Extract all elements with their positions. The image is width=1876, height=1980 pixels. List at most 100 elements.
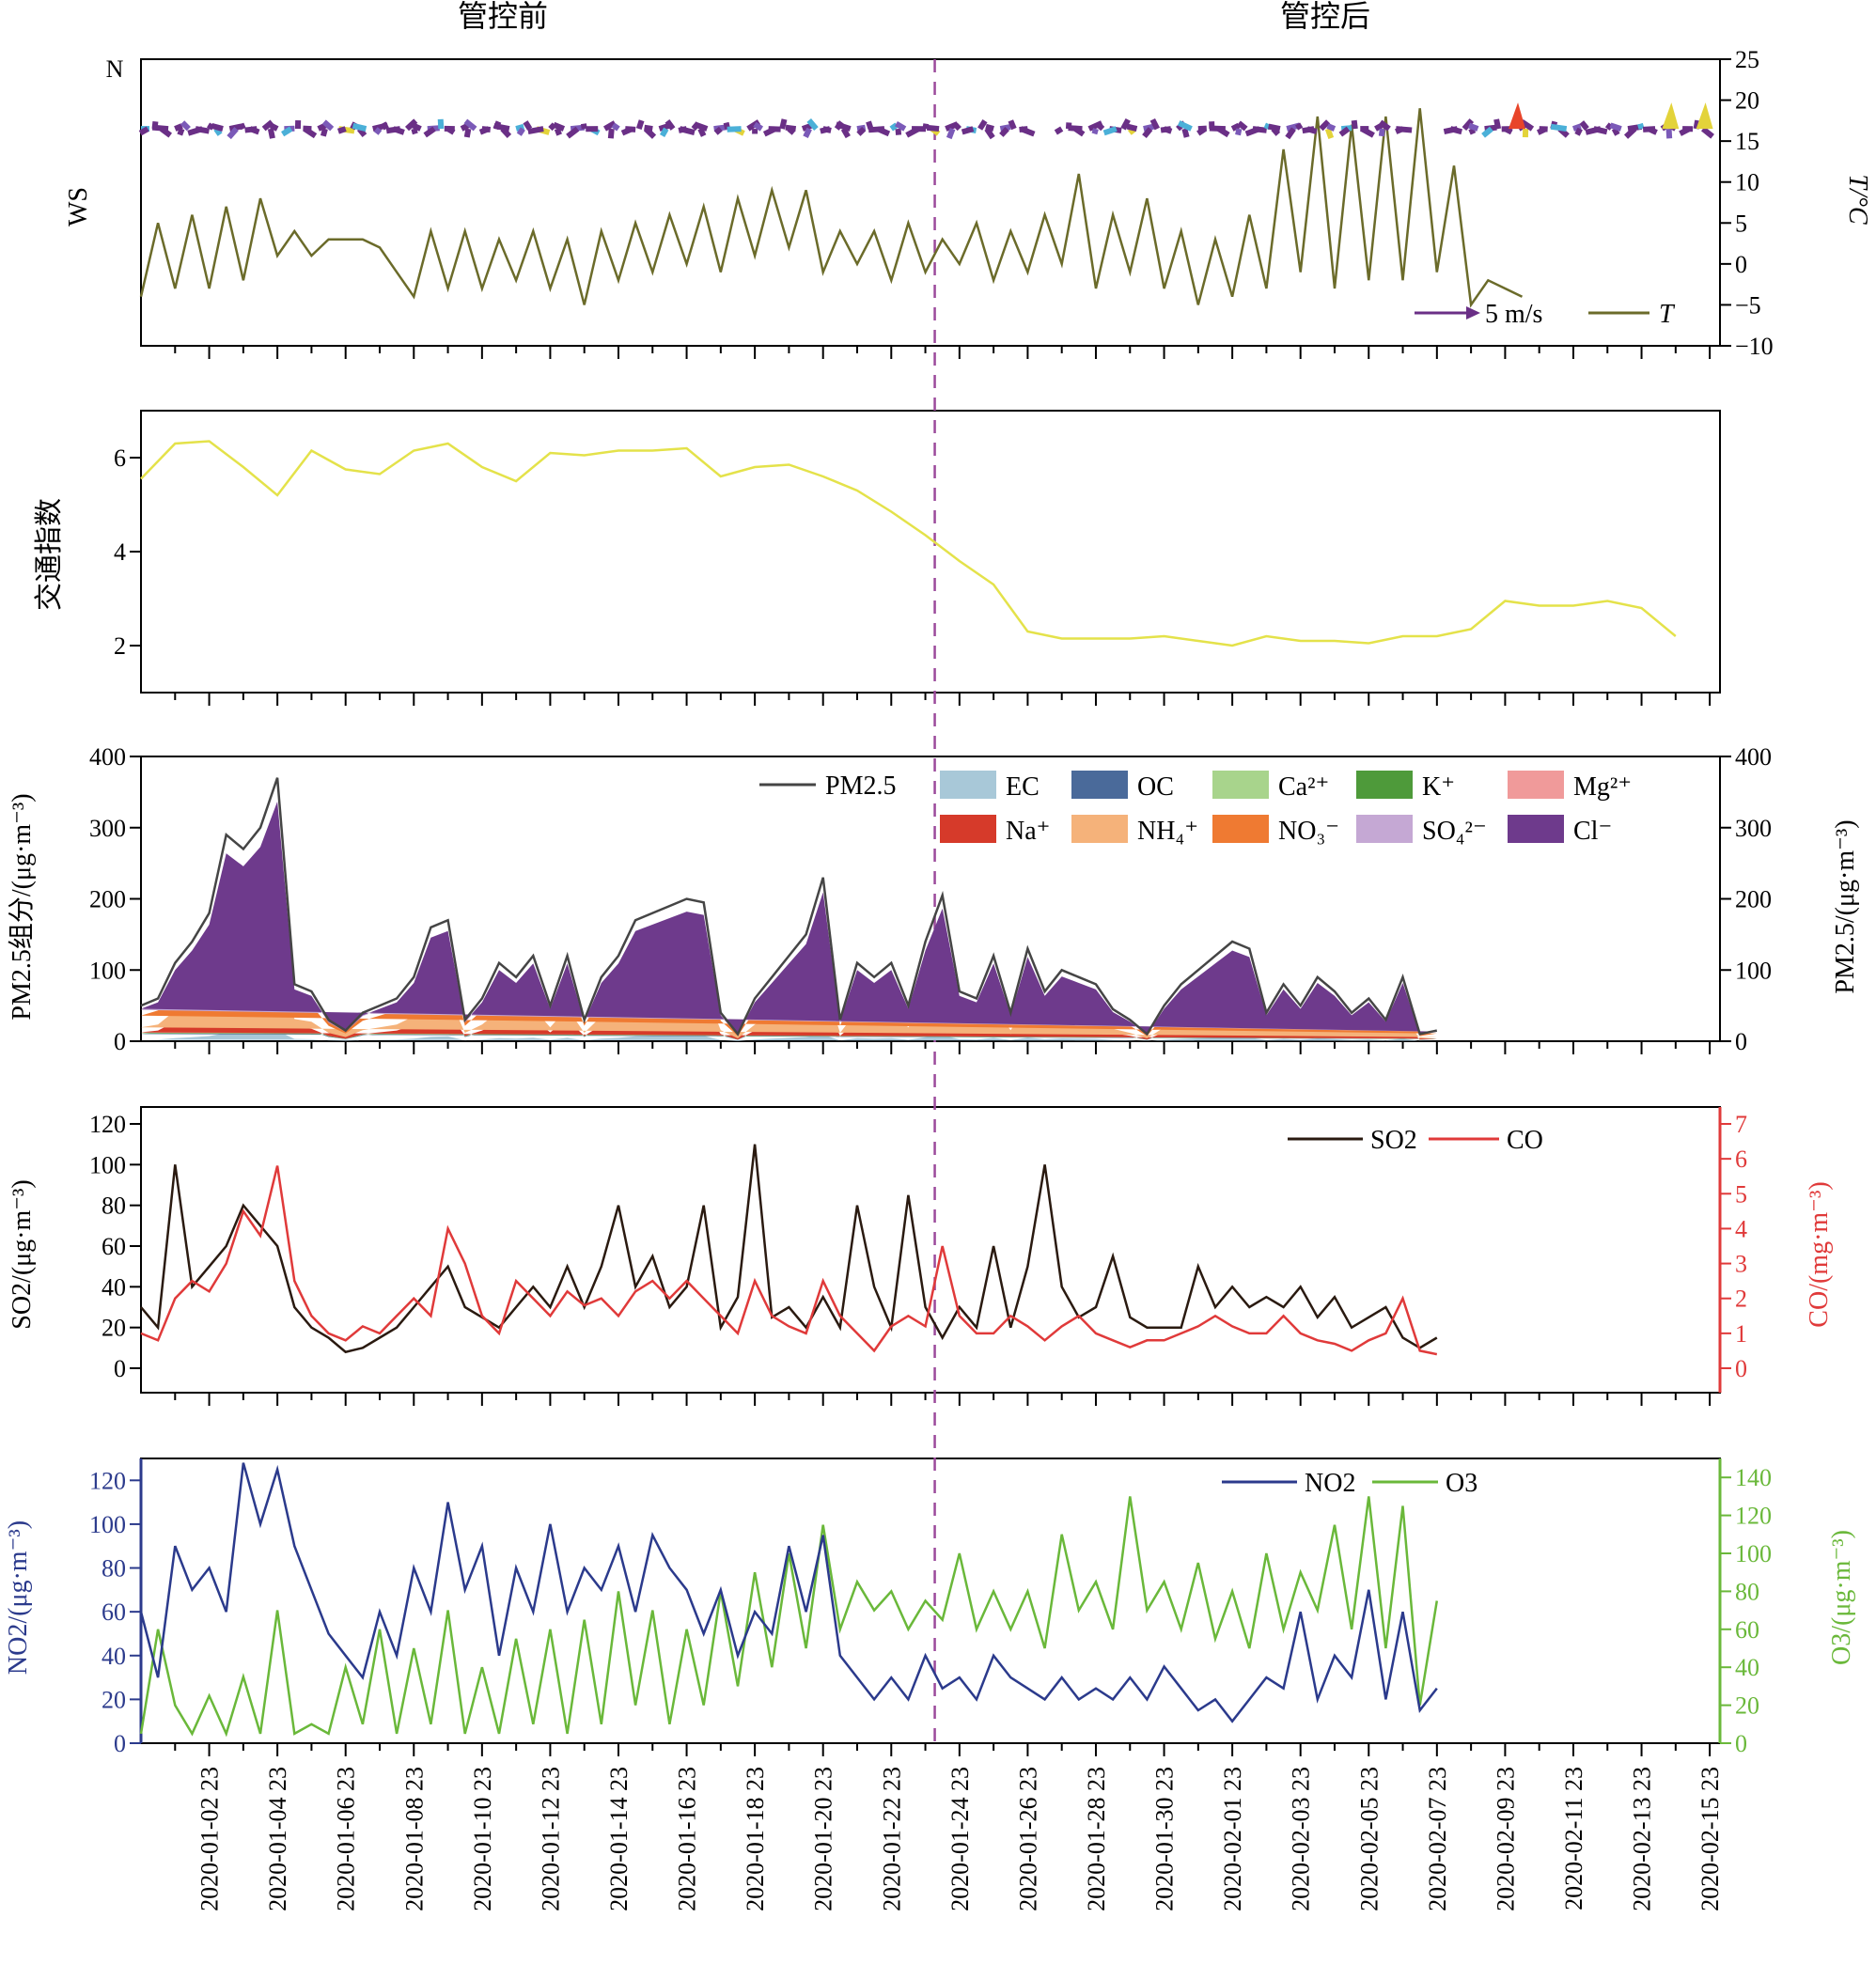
- wind-arrow: [1637, 122, 1645, 130]
- wind-arrow: [1493, 118, 1502, 130]
- wind-arrow: [977, 119, 988, 131]
- wind-legend-label: 5 m/s: [1485, 300, 1542, 329]
- traffic-tick-label: 6: [114, 444, 126, 472]
- wind-arrow: [180, 120, 191, 132]
- t-tick-label: −5: [1735, 291, 1761, 319]
- no2-tick-label: 100: [89, 1511, 126, 1538]
- wind-arrow: [1326, 123, 1337, 132]
- so2-tick-label: 0: [114, 1355, 126, 1382]
- wind-arrow: [1609, 122, 1622, 132]
- pm25-left-tick-label: 100: [89, 957, 126, 984]
- wind-arrow: [713, 126, 723, 135]
- so2-tick-label: 20: [102, 1315, 126, 1342]
- wind-arrow: [1378, 128, 1385, 137]
- ws-axis-label: WS: [64, 187, 93, 226]
- wind-arrow: [1120, 117, 1131, 131]
- legend-swatch: [1356, 771, 1413, 799]
- wind-arrow: [373, 127, 383, 135]
- wind-arrow: [1268, 123, 1281, 133]
- co-tick-label: 5: [1735, 1180, 1747, 1208]
- wind-arrow: [694, 121, 709, 132]
- wind-arrow: [352, 122, 367, 132]
- wind-arrow: [187, 126, 204, 136]
- before-control-label: 管控前: [458, 0, 548, 33]
- wind-arrow: [1579, 120, 1589, 131]
- wind-arrow: [1160, 126, 1172, 133]
- wind-arrow: [174, 123, 183, 132]
- wind-arrow: [1378, 119, 1391, 132]
- wind-arrow: [527, 126, 544, 135]
- legend-swatch: [1071, 771, 1128, 799]
- wind-arrow: [515, 123, 525, 132]
- wind-arrow: [1196, 126, 1207, 136]
- t-tick-label: 10: [1735, 169, 1759, 196]
- co-tick-label: 6: [1735, 1146, 1747, 1173]
- co-tick-label: 3: [1735, 1251, 1747, 1278]
- t-tick-label: 5: [1735, 210, 1747, 237]
- wind-arrow: [211, 123, 224, 132]
- wind-arrow: [1604, 122, 1614, 131]
- wind-arrow: [946, 127, 956, 140]
- wind-arrow: [411, 122, 422, 132]
- wind-arrow: [1324, 128, 1335, 140]
- o3-line: [139, 1496, 1439, 1738]
- no2-tick-label: 60: [102, 1598, 126, 1626]
- legend-swatch: [940, 771, 996, 799]
- wind-arrow: [835, 121, 852, 132]
- no2-tick-label: 20: [102, 1686, 126, 1713]
- x-tick-label: 2020-02-01 23: [1219, 1767, 1246, 1911]
- pm25-left-tick-label: 300: [89, 815, 126, 842]
- wind-arrow: [411, 128, 418, 135]
- x-tick-label: 2020-01-12 23: [537, 1767, 564, 1911]
- wind-arrow: [820, 126, 831, 134]
- wind-arrow: [1467, 122, 1479, 132]
- wind-arrow: [463, 128, 472, 138]
- wind-arrow: [1054, 126, 1064, 135]
- wind-arrow: [1285, 127, 1296, 140]
- x-tick-label: 2020-01-28 23: [1083, 1767, 1110, 1911]
- traffic-tick-label: 4: [114, 538, 126, 566]
- legend-swatch: [940, 815, 996, 843]
- wind-arrow: [523, 120, 533, 131]
- wind-arrow: [620, 126, 633, 136]
- wind-arrow: [1149, 117, 1160, 131]
- legend-label-o3: O3: [1446, 1469, 1477, 1498]
- wind-arrow: [1571, 123, 1582, 132]
- co-tick-label: 7: [1735, 1111, 1747, 1138]
- wind-arrow: [1142, 127, 1153, 139]
- x-tick-label: 2020-02-15 23: [1696, 1767, 1724, 1911]
- wind-arrow: [1319, 119, 1331, 132]
- wind-arrow: [1019, 126, 1028, 133]
- wind-arrow: [856, 126, 867, 136]
- pm25-right-tick-label: 100: [1735, 957, 1772, 984]
- pm25-right-tick-label: 300: [1735, 815, 1772, 842]
- wind-arrow: [1068, 125, 1083, 133]
- wind-arrow: [785, 124, 797, 133]
- panel-frame-1: [140, 58, 1721, 347]
- wind-arrow: [779, 118, 788, 130]
- wind-arrow: [926, 124, 940, 133]
- wind-arrow: [985, 123, 994, 132]
- co-axis-label: CO/(mg·m⁻³): [1805, 1181, 1834, 1327]
- x-tick-label: 2020-02-09 23: [1492, 1767, 1519, 1911]
- t-tick-label: 15: [1735, 128, 1759, 155]
- wind-arrow: [1468, 127, 1477, 135]
- chart-marks: 2020-01-02 23 2020-01-04 23 2020-01-06 23 2…: [89, 46, 1774, 1911]
- o3-tick-label: 80: [1735, 1578, 1759, 1605]
- wind-arrow: [269, 122, 279, 132]
- wind-arrow: [381, 121, 389, 131]
- legend-label: Ca²⁺: [1278, 772, 1329, 802]
- temperature-axis-label: T/°C: [1843, 174, 1872, 225]
- legend-label: EC: [1006, 772, 1040, 802]
- wind-arrow: [1338, 126, 1351, 137]
- legend-label: SO₄²⁻: [1422, 817, 1487, 846]
- traffic-line: [140, 440, 1677, 647]
- wind-arrow: [1395, 126, 1404, 134]
- no2-tick-label: 80: [102, 1555, 126, 1582]
- wind-arrow: [664, 119, 676, 131]
- wind-arrow: [177, 128, 185, 136]
- legend-label-pm25: PM2.5: [825, 772, 896, 801]
- wind-arrow: [1696, 102, 1713, 130]
- legend-label-no2: NO2: [1305, 1469, 1355, 1498]
